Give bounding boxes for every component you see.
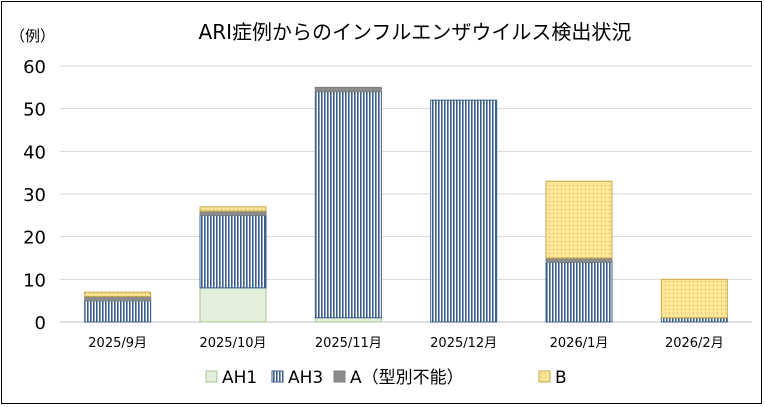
bar-segment [430,99,498,323]
legend-swatch [205,370,218,383]
y-tick-label: 20 [23,228,46,249]
bar-segment [314,91,382,319]
bar-segment [314,317,382,323]
bar-segment [545,180,613,259]
x-tick-labels: 2025/9月 2025/10月 2025/11月 2025/12月 2026/1月 20… [88,336,723,351]
legend-label: AH1 [222,368,257,388]
y-tick-label: 0 [35,313,46,334]
bar-segment [545,261,613,323]
bar-segment [545,257,613,263]
bar-segment [199,214,267,289]
bar-segment [199,287,267,323]
bar-segment [84,295,152,302]
bar-segment [84,291,152,297]
y-axis-label: （例） [10,27,55,45]
y-tick-label: 60 [23,57,46,78]
bar-segment [84,300,152,323]
bar-segment [199,210,267,216]
legend-swatch [271,370,284,383]
bar-segment [199,206,267,212]
y-tick-labels: 0 10 20 30 40 50 60 [23,57,46,334]
gridlines [60,65,752,323]
legend-swatch [333,370,346,383]
bars [84,86,728,323]
legend: AH1 AH3 A（型別不能） B [205,368,567,388]
legend-swatch [538,370,551,383]
x-tick-label: 2025/10月 [199,336,266,351]
y-tick-label: 40 [23,142,46,163]
x-tick-label: 2025/12月 [430,336,497,351]
x-tick-label: 2026/1月 [550,336,609,351]
x-tick-label: 2025/9月 [88,336,147,351]
chart-title: ARI症例からのインフルエンザウイルス検出状況 [199,20,632,44]
x-tick-label: 2026/2月 [665,336,724,351]
legend-label: A（型別不能） [350,368,464,388]
bar-segment [660,278,728,319]
bar-segment [660,317,728,323]
legend-label: AH3 [288,368,323,388]
y-tick-label: 50 [23,100,46,121]
bar-segment [314,86,382,93]
x-tick-label: 2025/11月 [315,336,382,351]
legend-label: B [555,368,567,388]
y-tick-label: 10 [23,270,46,291]
y-tick-label: 30 [23,185,46,206]
